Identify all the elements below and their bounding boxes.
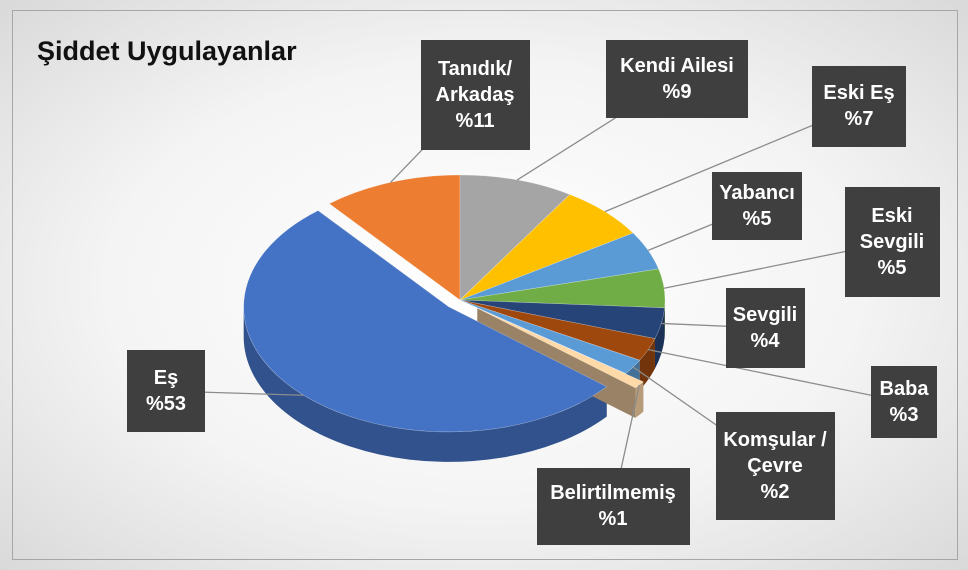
value-label: %53: [145, 393, 187, 415]
category-label: Belirtilmemiş: [550, 482, 676, 504]
category-label: Tanıdık/ Arkadaş: [435, 58, 515, 106]
value-label: %5: [877, 257, 907, 279]
category-label: Komşular /Çevre: [723, 429, 827, 477]
category-label: Kendi Ailesi: [620, 55, 734, 77]
category-label: Eski Sevgili: [859, 205, 925, 253]
data-label: Eş %53: [127, 350, 205, 432]
category-label: Eski Eş: [823, 82, 895, 104]
slice: [459, 194, 634, 301]
category-label: Eş: [153, 367, 179, 389]
slice-side: [243, 306, 607, 462]
slice-side: [639, 338, 655, 391]
slice: [477, 307, 644, 389]
slice: [459, 174, 571, 301]
slice: [328, 174, 461, 301]
data-label: Eski Eş %7: [812, 65, 906, 147]
slice: [459, 299, 665, 339]
value-label: %4: [750, 330, 780, 352]
value-label: %7: [844, 108, 874, 130]
category-label: Yabancı: [719, 182, 795, 204]
data-label: Eski Sevgili %5: [844, 187, 940, 297]
pie-tops: [243, 174, 666, 433]
data-label: Baba %3: [871, 366, 937, 438]
value-label: %1: [598, 508, 628, 530]
data-label: Komşular /Çevre %2: [715, 412, 835, 520]
category-label: Sevgili: [732, 304, 798, 326]
slice: [459, 268, 666, 309]
value-label: %3: [889, 404, 919, 426]
slice-side: [635, 381, 644, 418]
data-label: Yabancı %5: [712, 172, 802, 240]
data-label: Sevgili %4: [725, 288, 805, 368]
slice: [243, 210, 608, 433]
leader-line: [648, 349, 905, 403]
chart-title: Şiddet Uygulayanlar: [37, 36, 297, 66]
data-label: Kendi Ailesi %9: [606, 40, 748, 118]
chart-frame: [12, 10, 958, 560]
value-label: %11: [455, 110, 495, 132]
data-label: Belirtilmemiş %1: [536, 467, 690, 545]
value-label: %5: [742, 208, 772, 230]
value-label: %2: [760, 481, 790, 503]
value-label: %9: [662, 81, 692, 103]
data-label: Tanıdık/ Arkadaş %11: [420, 40, 530, 150]
category-label: Baba: [879, 378, 929, 400]
